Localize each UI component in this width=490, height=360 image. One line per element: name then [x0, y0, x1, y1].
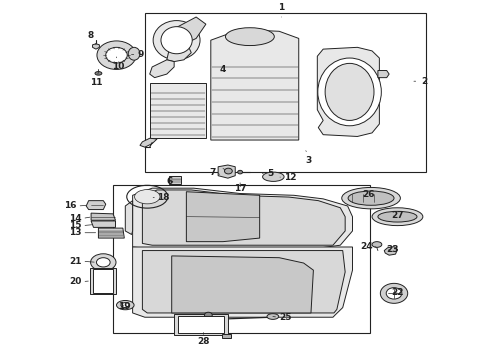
Text: 17: 17 [234, 184, 246, 193]
Ellipse shape [204, 312, 212, 318]
Text: 21: 21 [69, 257, 81, 266]
Bar [169, 176, 181, 184]
Text: 11: 11 [90, 78, 102, 87]
Polygon shape [172, 256, 314, 313]
Polygon shape [133, 188, 352, 249]
Polygon shape [169, 17, 206, 49]
Text: 13: 13 [69, 228, 81, 237]
Ellipse shape [135, 190, 160, 204]
Polygon shape [86, 201, 106, 210]
Polygon shape [150, 60, 174, 78]
Polygon shape [378, 71, 389, 78]
Bar [221, 334, 231, 338]
Polygon shape [93, 44, 99, 49]
Text: 16: 16 [64, 202, 76, 211]
Polygon shape [140, 138, 157, 147]
Text: 4: 4 [220, 65, 226, 74]
Ellipse shape [225, 28, 274, 46]
Text: 5: 5 [267, 170, 273, 179]
Text: 25: 25 [279, 313, 292, 322]
Bar [90, 268, 116, 294]
Text: 14: 14 [69, 214, 81, 223]
Text: 15: 15 [69, 221, 81, 230]
Ellipse shape [238, 170, 243, 174]
Bar [93, 269, 113, 293]
Ellipse shape [372, 208, 423, 226]
Bar [113, 185, 369, 333]
Polygon shape [133, 247, 352, 317]
Text: 8: 8 [88, 31, 94, 40]
Polygon shape [91, 221, 116, 228]
Polygon shape [98, 228, 124, 238]
Text: 12: 12 [284, 173, 296, 182]
Text: 3: 3 [305, 156, 312, 165]
Ellipse shape [380, 283, 408, 303]
Text: 22: 22 [392, 288, 404, 297]
Ellipse shape [161, 27, 192, 54]
Ellipse shape [318, 58, 381, 126]
Ellipse shape [97, 41, 136, 69]
Text: 2: 2 [421, 77, 427, 86]
Ellipse shape [224, 168, 232, 174]
Text: 18: 18 [157, 193, 170, 202]
Bar [145, 13, 426, 172]
Polygon shape [143, 251, 345, 313]
Text: 23: 23 [387, 245, 399, 254]
Polygon shape [211, 30, 299, 140]
Polygon shape [384, 247, 397, 255]
Polygon shape [125, 201, 133, 234]
Bar [174, 314, 228, 335]
Ellipse shape [117, 301, 134, 310]
Ellipse shape [342, 188, 400, 209]
Text: 26: 26 [362, 190, 375, 199]
Ellipse shape [386, 288, 402, 299]
Text: 10: 10 [112, 62, 124, 71]
Text: 1: 1 [278, 3, 285, 12]
Ellipse shape [378, 211, 417, 222]
Polygon shape [91, 213, 116, 220]
Ellipse shape [348, 191, 394, 205]
Polygon shape [167, 46, 191, 62]
Bar [177, 316, 224, 333]
Ellipse shape [372, 242, 382, 247]
Polygon shape [218, 165, 235, 178]
Ellipse shape [121, 303, 130, 307]
Text: 6: 6 [167, 177, 173, 186]
Ellipse shape [106, 47, 127, 63]
Ellipse shape [95, 72, 102, 75]
Text: 28: 28 [197, 337, 210, 346]
Text: 9: 9 [138, 50, 144, 59]
Bar [150, 83, 206, 138]
Text: 27: 27 [392, 211, 404, 220]
Text: 20: 20 [69, 277, 81, 286]
Ellipse shape [128, 47, 140, 60]
Ellipse shape [91, 254, 116, 271]
Polygon shape [143, 190, 345, 245]
Text: 19: 19 [118, 302, 131, 311]
Polygon shape [318, 47, 379, 136]
Ellipse shape [263, 172, 284, 181]
Ellipse shape [267, 314, 279, 319]
Ellipse shape [153, 21, 200, 60]
Ellipse shape [325, 63, 374, 121]
Text: 7: 7 [209, 168, 216, 177]
Text: 24: 24 [360, 242, 373, 251]
Ellipse shape [97, 258, 110, 267]
Polygon shape [186, 192, 260, 242]
